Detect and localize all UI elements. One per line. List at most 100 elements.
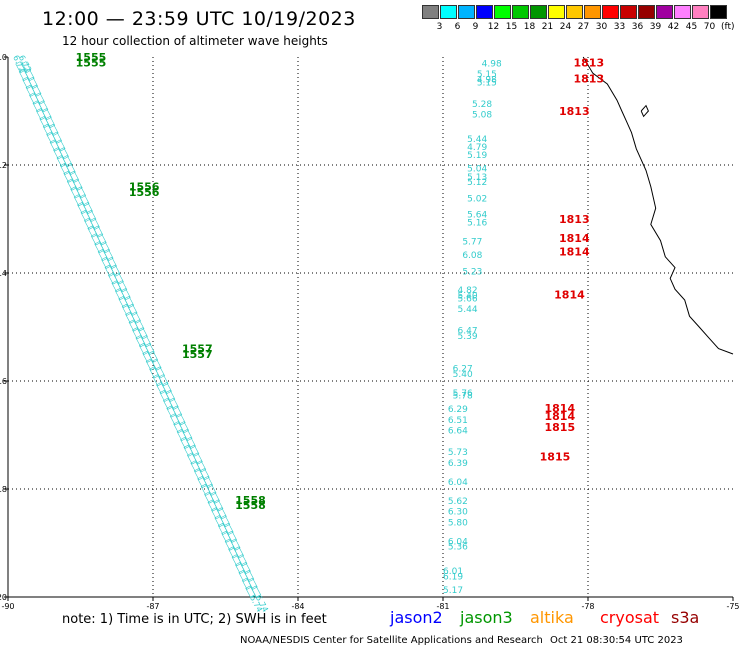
swh-track-glyph — [69, 170, 80, 183]
colorbar-unit: (ft) — [721, 22, 735, 32]
colorbar-label: 45 — [685, 22, 698, 32]
swh-track-glyph — [240, 562, 251, 575]
cryosat-swh-label: 5.40 — [453, 370, 473, 380]
colorbar-swatch — [638, 5, 655, 19]
swh-track-glyph — [189, 444, 200, 457]
swh-track-glyph — [34, 92, 45, 105]
jason3-time-label: 1556 — [129, 181, 160, 194]
swh-track-glyph — [28, 76, 38, 89]
swh-track-glyph — [76, 186, 87, 199]
chart-subtitle: 12 hour collection of altimeter wave hei… — [62, 34, 328, 48]
cryosat-swh-label: 5.13 — [467, 173, 487, 183]
colorbar-legend: 3 6 9 12 15 18 21 24 27 30 33 36 39 42 45 70 (ft) — [422, 5, 735, 35]
swh-track-glyph — [223, 522, 234, 535]
colorbar-label: 27 — [577, 22, 590, 32]
swh-track-glyph — [244, 569, 255, 582]
grid-lines — [8, 57, 733, 597]
satellite-jason3: jason3 — [460, 608, 513, 627]
swh-track-glyph — [247, 577, 258, 590]
colorbar-label: 21 — [541, 22, 554, 32]
jason3-time-label: 1558 — [235, 494, 266, 507]
swh-track-glyph — [131, 311, 141, 324]
cryosat-swh-label: 4.98 — [482, 59, 502, 69]
cryosat-swh-label: 6.39 — [448, 459, 468, 469]
jason3-time-label: 1557 — [182, 343, 213, 356]
swh-track-glyph — [199, 468, 210, 481]
colorbar-label: 39 — [649, 22, 662, 32]
swh-track-glyph — [203, 475, 214, 488]
swh-track-glyph — [52, 131, 63, 144]
swh-track-glyph — [165, 389, 176, 402]
colorbar-label: 3 — [436, 22, 443, 32]
cryosat-swh-label: 5.80 — [448, 518, 468, 528]
cryosat-time-label: 1815 — [540, 451, 571, 464]
swh-track-glyph — [96, 233, 107, 246]
colorbar-label: 9 — [472, 22, 479, 32]
swh-track-glyph — [103, 249, 114, 262]
cryosat-swh-label: 5.44 — [458, 305, 478, 315]
swh-track-glyph — [120, 288, 131, 301]
chart-title: 12:00 — 23:59 UTC 10/19/2023 — [42, 8, 356, 30]
jason3-time-label: 1555 — [76, 56, 107, 69]
swh-track-glyph — [58, 147, 69, 160]
cryosat-swh-label: 5.36 — [448, 543, 468, 553]
swh-track-glyph — [38, 100, 49, 113]
cryosat-swh-label: 5.78 — [453, 392, 473, 402]
cryosat-swh-label: 5.08 — [472, 111, 492, 121]
swh-track-glyph — [148, 350, 159, 363]
cryosat-swh-label: 5.76 — [453, 389, 473, 399]
cryosat-time-label: 1813 — [559, 213, 590, 226]
colorbar-swatch — [602, 5, 619, 19]
cryosat-swh-label: 5.04 — [467, 165, 487, 175]
swh-track-glyph — [31, 84, 42, 97]
cryosat-swh-label: 5.64 — [467, 211, 487, 221]
colorbar-swatch — [422, 5, 439, 19]
colorbar-swatch — [710, 5, 727, 19]
cryosat-swh-label: 5.16 — [467, 219, 487, 229]
island-outline — [640, 104, 649, 118]
swh-track-glyph — [41, 108, 52, 121]
cryosat-swh-label: 5.23 — [462, 267, 482, 277]
cryosat-time-label: 1814 — [545, 402, 576, 415]
swh-track-glyph — [21, 61, 32, 74]
swh-track-glyph — [168, 397, 179, 410]
swh-track-glyph — [82, 202, 93, 215]
x-tick-label: -90 — [1, 602, 14, 611]
satellite-cryosat: cryosat — [600, 608, 660, 627]
swh-track-glyph — [55, 139, 66, 152]
swh-track-glyph — [161, 382, 172, 395]
colorbar-label: 70 — [703, 22, 716, 32]
x-tick-label: -75 — [726, 602, 739, 611]
swh-track-glyph — [124, 295, 135, 308]
swh-track-glyph — [62, 155, 73, 168]
y-tick-label: 12 — [0, 161, 7, 170]
coastline — [582, 56, 734, 355]
swh-track-glyph — [134, 319, 145, 332]
x-tick-label: -78 — [581, 602, 594, 611]
x-tick-label: -81 — [436, 602, 449, 611]
cryosat-swh-label: 6.01 — [443, 567, 463, 577]
cryosat-swh-label: 6.19 — [443, 572, 463, 582]
cryosat-swh-label: 5.28 — [472, 100, 492, 110]
cryosat-time-label: 1814 — [545, 410, 576, 423]
swh-track-glyph — [237, 554, 248, 567]
cryosat-swh-label: 5.19 — [467, 151, 487, 161]
cryosat-time-label: 1815 — [545, 421, 576, 434]
cryosat-time-label: 1813 — [574, 73, 605, 86]
swh-track-glyph — [220, 515, 231, 528]
satellite-altika: altika — [530, 608, 574, 627]
swh-track-glyph — [72, 178, 83, 191]
swh-track-glyph — [216, 507, 227, 520]
colorbar-swatch — [512, 5, 529, 19]
colorbar-swatch — [692, 5, 709, 19]
credit-text: NOAA/NESDIS Center for Satellite Applica… — [240, 635, 543, 646]
swh-track-glyph — [79, 194, 90, 207]
axis-ticks: -90 -87 -84 -81 -78 -75 10 12 14 16 18 20 — [0, 53, 740, 611]
swh-track-glyph — [89, 217, 100, 230]
swh-track-glyph — [251, 585, 262, 598]
colorbar-label: 18 — [523, 22, 536, 32]
swh-track-glyph — [179, 421, 190, 434]
colorbar-swatch — [656, 5, 673, 19]
swh-track-glyph — [86, 209, 97, 222]
cryosat-time-label: 1814 — [559, 232, 590, 245]
